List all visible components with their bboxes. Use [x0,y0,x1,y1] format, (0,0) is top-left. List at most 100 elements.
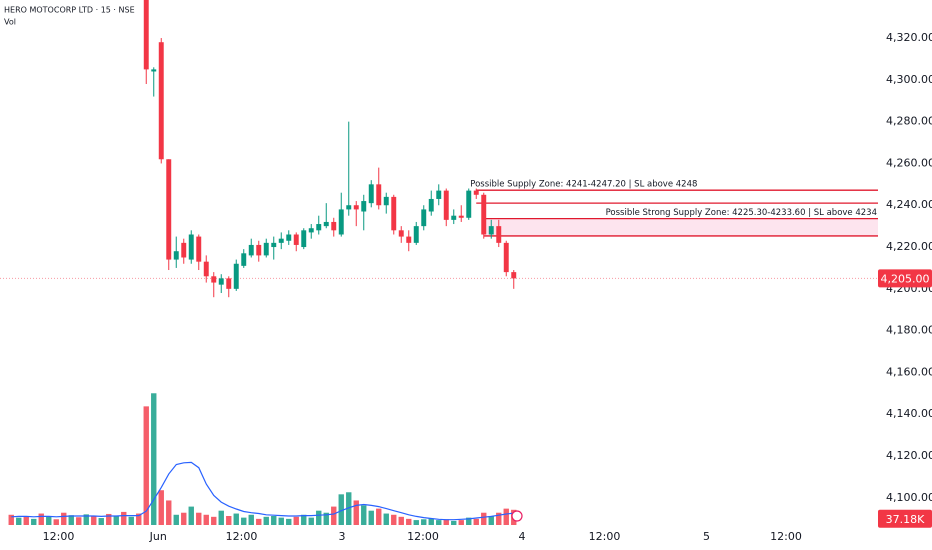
chart-title: HERO MOTOCORP LTD · 15 · NSE [4,6,135,15]
volume-bar [203,514,209,525]
candle-body [338,209,344,235]
candle-body [286,234,292,241]
candle-body [428,198,434,212]
y-tick-label: 4,220.00 [886,240,932,253]
volume-bar [368,510,374,525]
candle-body [503,242,509,273]
y-tick-label: 4,180.00 [886,324,932,337]
x-tick-label: 12:00 [43,530,75,543]
volume-bar [16,517,22,525]
volume-bar [361,505,367,525]
volume-bar [331,506,337,525]
volume-bar [76,517,82,525]
candle-body [323,221,329,227]
volume-bar [128,516,134,525]
candle-body [511,272,517,279]
candle-body [293,234,299,245]
candle-body [421,209,427,227]
candle-body [451,215,457,220]
volume-layer [8,393,517,525]
volume-bar [136,513,142,525]
volume-bar [376,508,382,525]
candle-body [203,261,209,277]
candle-body [263,242,269,256]
zone-fill [476,190,878,203]
volume-bar [286,518,292,525]
candle-body [413,226,419,243]
volume-bar [61,512,67,525]
volume-bar [293,516,299,525]
last-price-tag [878,269,932,288]
volume-bar [443,519,449,525]
candle-body [436,190,442,199]
candle-body [346,205,352,210]
volume-bar [233,513,239,525]
volume-bar [196,512,202,525]
volume-bar [218,510,224,525]
volume-bar [256,518,262,525]
volume-bar [143,406,149,525]
volume-bar [488,516,494,525]
volume-bar [226,516,232,525]
candle-body [488,226,494,235]
volume-bar [68,515,74,525]
y-tick-label: 4,120.00 [886,449,932,462]
candle-body [196,236,202,262]
volume-bar [166,500,172,525]
candle-body [271,242,277,248]
y-tick-label: 4,140.00 [886,407,932,420]
x-tick-label: 4 [519,530,526,543]
volume-bar [278,517,284,525]
volume-bar [173,514,179,525]
zone-label: Possible Strong Supply Zone: 4225.30-423… [606,208,877,218]
y-tick-label: 4,300.00 [886,73,932,86]
candle-body [278,238,284,243]
volume-bar [113,515,119,525]
candle-body [143,0,149,70]
volume-bar [31,518,37,525]
candle-body [376,184,382,206]
candle-body [166,159,172,260]
candle-body [248,244,254,256]
volume-bar [241,517,247,525]
x-tick-label: Jun [149,530,167,543]
volume-bar [346,492,352,525]
candle-body [496,226,502,243]
volume-bar [271,516,277,525]
volume-bar [53,519,59,525]
volume-bar [383,513,389,525]
candle-body [308,228,314,233]
candle-body [466,190,472,218]
candle-body [331,221,337,231]
x-tick-label: 12:00 [770,530,802,543]
candle-body [458,215,464,218]
volume-bar [481,512,487,525]
volume-bar [316,510,322,525]
x-tick-label: 12:00 [589,530,621,543]
volume-bar [406,518,412,525]
y-tick-label: 4,240.00 [886,198,932,211]
y-tick-label: 4,260.00 [886,156,932,169]
zone-label: Possible Supply Zone: 4241-4247.20 | SL … [470,180,697,190]
candle-body [211,276,217,283]
candle-body [368,184,374,204]
volume-bar [503,508,509,525]
volume-bar [83,514,89,525]
x-tick-label: 5 [703,530,710,543]
volume-bar [38,513,44,525]
candle-body [316,224,322,231]
candle-body [398,230,404,237]
y-tick-label: 4,100.00 [886,491,932,504]
x-tick-label: 12:00 [407,530,439,543]
volume-bar [121,511,127,525]
candle-body [443,190,449,220]
volume-bar [106,513,112,525]
volume-bar [211,516,217,525]
volume-bar [263,516,269,525]
y-tick-label: 4,160.00 [886,365,932,378]
candle-body [188,234,194,260]
candle-body [241,253,247,266]
volume-bar [458,520,464,525]
volume-bar [46,516,52,525]
